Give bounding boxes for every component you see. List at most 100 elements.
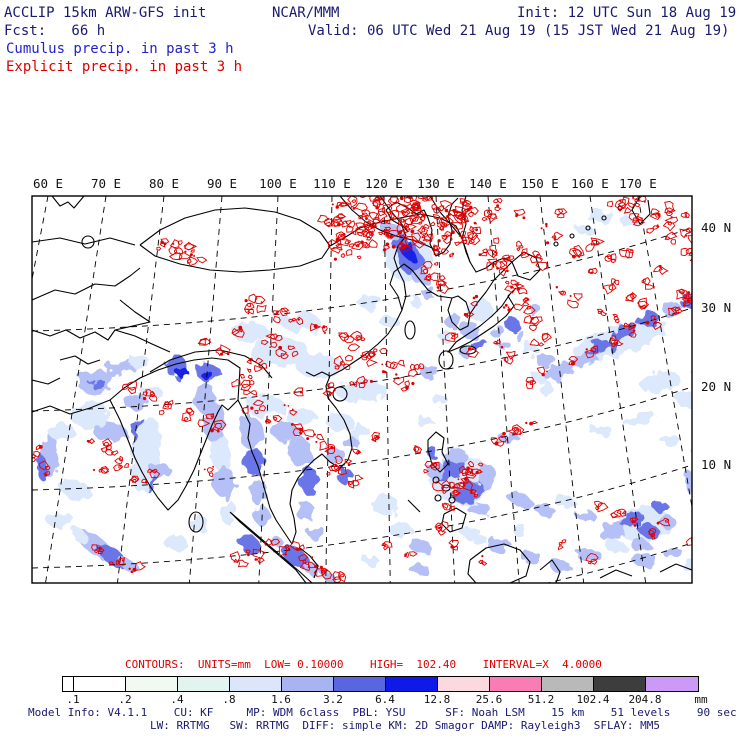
explicit-precip-contour: [309, 323, 322, 332]
explicit-precip-contour: [652, 265, 663, 273]
explicit-precip-contour: [244, 303, 255, 311]
explicit-precip-contour: [197, 338, 207, 345]
explicit-precip-contour: [634, 199, 640, 203]
longitude-label: 100 E: [259, 176, 297, 191]
explicit-precip-contour: [441, 502, 451, 511]
explicit-precip-contour: [453, 241, 460, 247]
explicit-precip-contour: [513, 303, 525, 311]
coastline: [139, 207, 331, 273]
explicit-precip-dot: [452, 208, 456, 213]
explicit-precip-contour: [249, 390, 258, 396]
explicit-precip-contour: [423, 468, 430, 474]
explicit-precip-contour: [471, 468, 484, 475]
explicit-precip-dot: [322, 325, 326, 329]
explicit-precip-contour: [320, 570, 326, 575]
explicit-precip-contour: [587, 560, 592, 565]
coastline: [109, 357, 241, 401]
explicit-precip-contour: [247, 374, 253, 380]
explicit-precip-dot: [522, 216, 526, 220]
explicit-precip-contour: [336, 201, 342, 207]
explicit-precip-contour: [360, 212, 369, 218]
explicit-precip-contour: [270, 538, 281, 546]
explicit-precip-contour: [448, 539, 459, 549]
colorbar-tick: .8: [222, 693, 236, 706]
explicit-precip-dot: [402, 204, 405, 207]
explicit-precip-contour: [512, 428, 522, 436]
explicit-precip-contour: [240, 383, 252, 391]
explicit-precip-contour: [503, 356, 509, 363]
explicit-precip-contour: [453, 483, 460, 489]
explicit-precip-contour: [664, 518, 670, 523]
meridian-line: [325, 196, 333, 583]
explicit-precip-contour: [413, 209, 424, 219]
island-outline: [188, 511, 204, 533]
explicit-precip-contour: [470, 489, 477, 494]
longitude-label: 130 E: [417, 176, 455, 191]
explicit-precip-contour: [328, 463, 340, 472]
cumulus-blob: [250, 338, 310, 366]
explicit-precip-contour: [484, 209, 492, 218]
explicit-precip-contour: [240, 379, 251, 389]
explicit-precip-contour: [417, 196, 430, 200]
explicit-precip-dot: [444, 208, 449, 213]
colorbar-tick: .4: [170, 693, 184, 706]
explicit-precip-contour: [252, 399, 264, 406]
explicit-precip-dot: [506, 269, 509, 273]
longitude-label: 170 E: [619, 176, 657, 191]
explicit-precip-contour: [321, 325, 328, 333]
cumulus-blob: [584, 340, 616, 356]
explicit-precip-contour: [467, 230, 479, 241]
explicit-precip-contour: [97, 550, 103, 555]
explicit-precip-contour: [680, 247, 689, 257]
graticule-layer: [32, 196, 692, 583]
explicit-precip-contour: [514, 426, 519, 432]
explicit-precip-contour: [417, 363, 425, 370]
explicit-precip-contour: [685, 536, 692, 547]
explicit-precip-contour: [383, 244, 391, 250]
explicit-precip-contour: [197, 419, 211, 428]
explicit-precip-dot: [335, 237, 340, 242]
explicit-precip-contour: [522, 298, 530, 303]
cumulus-blob: [480, 464, 496, 492]
colorbar-segment: [230, 677, 282, 691]
colorbar-unit: mm: [694, 693, 708, 706]
explicit-precip-contour: [332, 218, 346, 228]
explicit-precip-contour: [628, 202, 635, 209]
explicit-precip-dot: [471, 489, 474, 492]
explicit-precip-contour: [404, 222, 410, 228]
colorbar-segment: [438, 677, 490, 691]
explicit-precip-contour: [289, 409, 298, 416]
explicit-precip-contour: [351, 231, 357, 235]
explicit-precip-contour: [256, 304, 267, 314]
explicit-precip-dot: [142, 396, 147, 401]
explicit-precip-dot: [656, 224, 659, 227]
explicit-precip-contour: [355, 244, 360, 248]
parallel-line: [32, 307, 692, 412]
explicit-precip-contour: [529, 338, 540, 347]
explicit-precip-contour: [190, 249, 195, 253]
longitude-label: 120 E: [365, 176, 403, 191]
explicit-precip-contour: [429, 462, 438, 469]
explicit-precip-contour: [272, 415, 283, 423]
cumulus-blob: [512, 525, 528, 535]
island-outline: [448, 496, 456, 504]
explicit-precip-contour: [689, 258, 692, 262]
explicit-precip-contour: [678, 288, 686, 294]
explicit-precip-contour: [410, 363, 416, 371]
explicit-precip-contour: [377, 207, 385, 217]
explicit-precip-contour: [617, 202, 627, 208]
explicit-precip-contour: [604, 255, 612, 262]
explicit-precip-contour: [255, 357, 264, 365]
coastline: [305, 371, 331, 377]
explicit-precip-contour: [623, 206, 632, 214]
explicit-precip-dot: [502, 306, 506, 309]
explicit-precip-contour: [676, 288, 688, 300]
explicit-precip-contour: [142, 391, 148, 397]
explicit-precip-dot: [515, 213, 519, 217]
explicit-precip-dot: [422, 234, 425, 237]
colorbar-segment: [646, 677, 698, 691]
explicit-precip-contour: [613, 279, 620, 285]
explicit-precip-contour: [470, 300, 478, 307]
explicit-precip-contour: [532, 420, 538, 424]
